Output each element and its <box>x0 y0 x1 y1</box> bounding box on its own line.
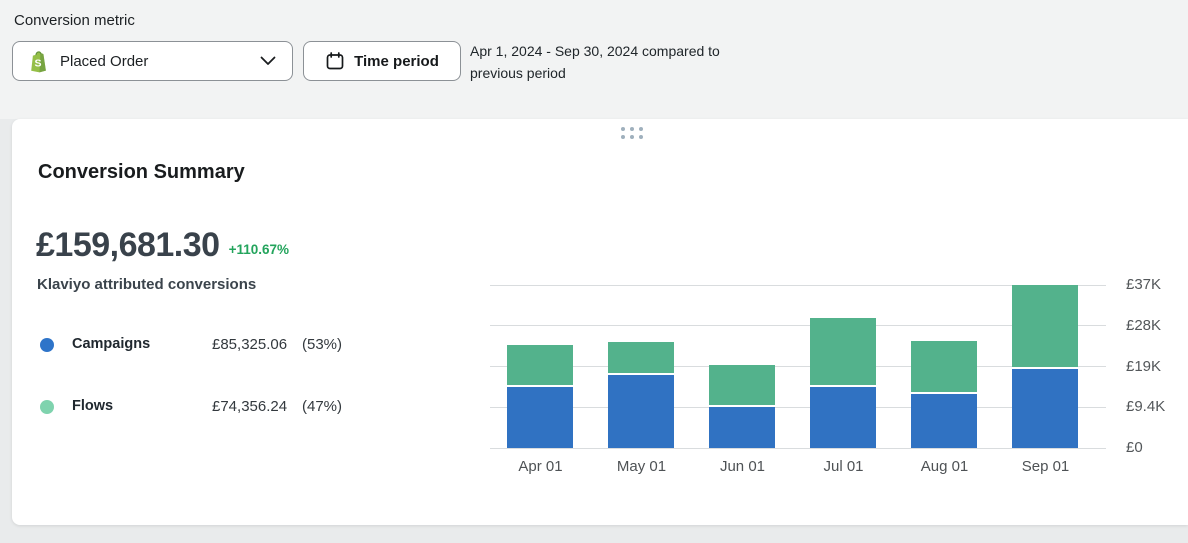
campaigns-dot-icon <box>40 338 54 352</box>
legend-item-flows[interactable]: Flows £74,356.24 (47%) <box>12 397 392 419</box>
bar-segment-campaigns[interactable] <box>1012 368 1078 448</box>
bar-segment-flows[interactable] <box>507 345 573 387</box>
bar-slot <box>793 285 894 448</box>
bar-slot <box>995 285 1096 448</box>
legend-value: £74,356.24 <box>212 398 288 415</box>
bar-segment-flows[interactable] <box>709 365 775 408</box>
drag-handle-icon[interactable] <box>617 123 647 143</box>
y-axis-label: £0 <box>1126 439 1143 456</box>
total-value-row: £159,681.30 +110.67% <box>36 225 289 265</box>
x-axis-label: Jul 01 <box>823 458 864 475</box>
bar-segment-campaigns[interactable] <box>608 374 674 448</box>
stacked-bar <box>1012 285 1078 448</box>
total-conversions-value: £159,681.30 <box>36 226 220 264</box>
date-range-text: Apr 1, 2024 - Sep 30, 2024 compared to p… <box>470 43 720 81</box>
bar-segment-flows[interactable] <box>911 341 977 395</box>
stacked-bar <box>911 341 977 448</box>
chart-gridline <box>490 284 1106 286</box>
stacked-bar <box>608 341 674 448</box>
bar-segment-flows[interactable] <box>1012 285 1078 369</box>
card-subtitle: Klaviyo attributed conversions <box>37 276 257 293</box>
bar-segment-campaigns[interactable] <box>810 387 876 448</box>
stacked-bar <box>709 365 775 448</box>
bar-slot <box>894 285 995 448</box>
card-title: Conversion Summary <box>38 161 245 183</box>
conversion-summary-card: Conversion Summary £159,681.30 +110.67% … <box>12 119 1188 525</box>
bar-slot <box>692 285 793 448</box>
bar-segment-campaigns[interactable] <box>507 386 573 448</box>
legend-value: £85,325.06 <box>212 336 288 353</box>
stacked-bar <box>507 345 573 448</box>
bar-slot <box>591 285 692 448</box>
calendar-icon <box>325 51 345 71</box>
legend-percent: (47%) <box>302 398 343 415</box>
conversion-metric-label: Conversion metric <box>14 12 135 29</box>
controls-bar: Conversion metric S Placed Order <box>0 0 1188 119</box>
bar-segment-flows[interactable] <box>810 318 876 388</box>
bar-segment-campaigns[interactable] <box>709 407 775 448</box>
x-axis-label: Apr 01 <box>518 458 563 475</box>
chart-gridline <box>490 406 1106 408</box>
stacked-bar <box>810 318 876 448</box>
legend-item-campaigns[interactable]: Campaigns £85,325.06 (53%) <box>12 335 392 357</box>
chart-gridline <box>490 325 1106 327</box>
time-period-button[interactable]: Time period <box>303 41 461 81</box>
bar-slot <box>490 285 591 448</box>
legend-label: Campaigns <box>72 336 151 352</box>
x-axis-label: Aug 01 <box>920 458 969 475</box>
chart-gridline <box>490 447 1106 449</box>
y-axis-label: £19K <box>1126 357 1162 375</box>
y-axis-label: £28K <box>1126 316 1162 334</box>
svg-text:S: S <box>34 57 41 69</box>
chevron-down-icon <box>260 56 276 66</box>
conversion-metric-value: Placed Order <box>60 52 149 70</box>
stacked-bar-chart: £0 £9.4K £19K £28K £37K Apr 01 May 01 Jun 01 Jul… <box>490 276 1188 485</box>
x-axis-label: Jun 01 <box>719 458 766 475</box>
conversion-metric-dropdown[interactable]: S Placed Order <box>12 41 293 81</box>
time-period-label: Time period <box>354 52 439 70</box>
chart-gridline <box>490 366 1106 367</box>
legend-label: Flows <box>72 398 114 414</box>
shopify-icon: S <box>27 50 48 73</box>
y-axis-label: £37K <box>1126 276 1162 293</box>
bar-segment-flows[interactable] <box>608 341 674 375</box>
y-axis-label: £9.4K <box>1126 398 1166 416</box>
bar-segment-campaigns[interactable] <box>911 394 977 448</box>
x-axis-label: Sep 01 <box>1021 458 1070 475</box>
legend-percent: (53%) <box>302 336 343 353</box>
delta-percentage: +110.67% <box>228 242 290 257</box>
x-axis-label: May 01 <box>616 458 667 475</box>
flows-dot-icon <box>40 400 54 414</box>
